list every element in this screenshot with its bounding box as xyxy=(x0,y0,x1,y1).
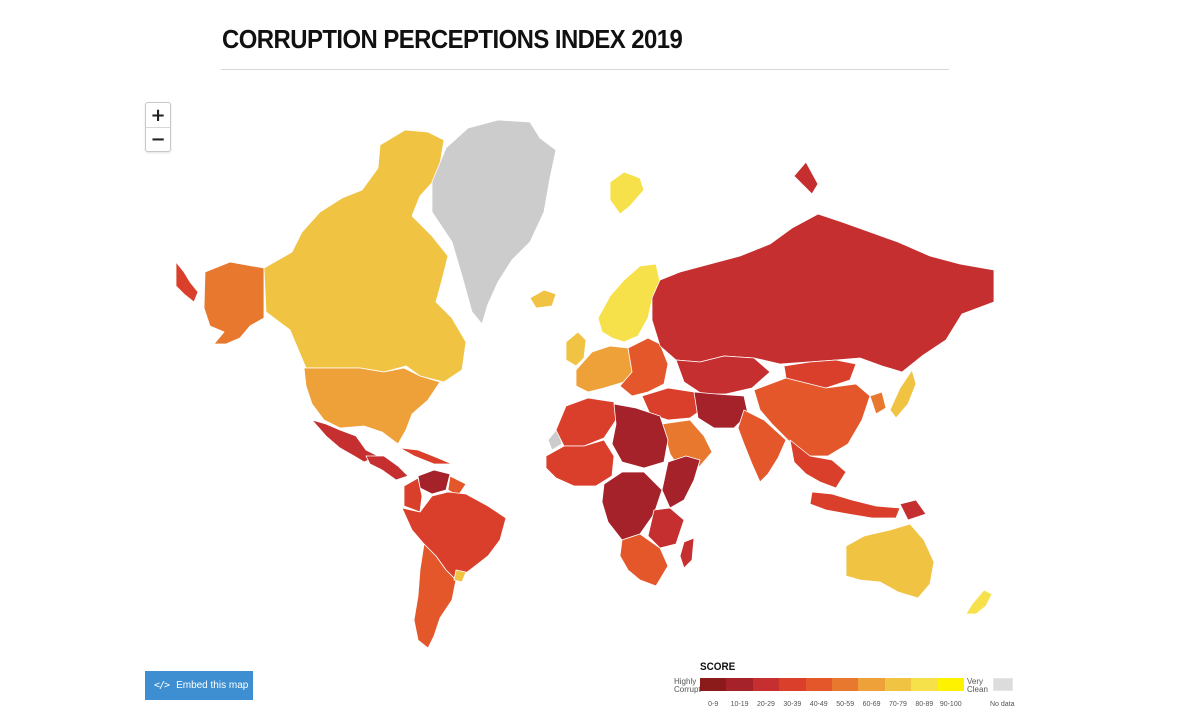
legend-high-label-line1: Very xyxy=(967,677,984,686)
map-region-new-zealand[interactable] xyxy=(965,589,993,615)
embed-map-button[interactable]: </> Embed this map xyxy=(145,671,253,700)
zoom-out-button[interactable]: − xyxy=(146,127,170,151)
map-region-madagascar[interactable] xyxy=(679,537,695,569)
map-region-china[interactable] xyxy=(753,377,871,457)
legend-tick-label: 70-79 xyxy=(888,701,907,708)
map-region-papua[interactable] xyxy=(899,499,927,521)
map-region-uk[interactable] xyxy=(565,331,587,367)
legend-tick-label: 40-49 xyxy=(809,701,828,708)
map-region-east-africa[interactable] xyxy=(647,507,685,549)
legend-low-label: Highly Corrupt xyxy=(674,678,701,694)
legend-swatch xyxy=(884,678,912,691)
map-region-arabia[interactable] xyxy=(661,419,713,473)
legend-swatch xyxy=(831,678,859,691)
legend-swatch xyxy=(937,678,964,691)
legend-tick-label: 10-19 xyxy=(730,701,749,708)
map-region-colombia[interactable] xyxy=(403,477,423,513)
legend-swatch xyxy=(700,678,727,691)
map-region-russia-island[interactable] xyxy=(793,161,819,195)
legend-swatch xyxy=(779,678,806,691)
legend-high-label: Very Clean xyxy=(967,678,988,694)
legend-title: SCORE xyxy=(700,661,736,673)
legend-swatch xyxy=(911,678,938,691)
legend-color-scale xyxy=(700,678,964,691)
map-region-caribbean[interactable] xyxy=(399,447,453,465)
legend-swatch xyxy=(805,678,832,691)
legend-tick-label: 20-29 xyxy=(757,701,775,708)
map-region-west-africa[interactable] xyxy=(545,439,615,487)
legend-tick-label: 60-69 xyxy=(862,701,881,708)
map-region-japan[interactable] xyxy=(889,369,917,419)
legend-tick-label: 90-100 xyxy=(939,701,962,708)
map-region-eastern-europe[interactable] xyxy=(619,337,669,397)
map-region-scandinavia[interactable] xyxy=(597,263,661,343)
zoom-in-button[interactable]: + xyxy=(150,104,166,126)
map-region-svalbard[interactable] xyxy=(609,171,645,215)
legend-swatch xyxy=(858,678,885,691)
legend-swatch xyxy=(752,678,780,691)
map-region-korea[interactable] xyxy=(869,391,887,415)
map-region-argentina-chile[interactable] xyxy=(413,543,457,649)
zoom-control: + − xyxy=(145,102,171,152)
title-divider xyxy=(221,69,949,70)
page-title: CORRUPTION PERCEPTIONS INDEX 2019 xyxy=(222,24,683,54)
map-region-canada[interactable] xyxy=(263,129,467,383)
legend-tick-label: 80-89 xyxy=(915,701,934,708)
map-region-india[interactable] xyxy=(737,409,787,483)
map-region-greenland[interactable] xyxy=(431,119,557,325)
legend-low-label-line1: Highly xyxy=(674,677,697,686)
code-icon: </> xyxy=(154,680,170,691)
map-region-central-america[interactable] xyxy=(365,455,409,481)
map-region-usa[interactable] xyxy=(303,367,441,445)
map-region-libya-sudan[interactable] xyxy=(611,403,669,469)
embed-map-label: Embed this map xyxy=(176,680,249,691)
map-region-north-africa[interactable] xyxy=(555,397,617,447)
legend-tick-label: 0-9 xyxy=(708,701,719,708)
legend-no-data-label: No data xyxy=(990,701,1015,708)
legend-low-label-line2: Corrupt xyxy=(674,685,701,694)
map-region-uruguay[interactable] xyxy=(453,569,467,583)
legend-swatch xyxy=(726,678,753,691)
map-region-aleutians[interactable] xyxy=(175,261,199,303)
map-region-central-asia[interactable] xyxy=(675,355,771,395)
map-region-australia[interactable] xyxy=(845,523,935,599)
map-region-horn-of-africa[interactable] xyxy=(661,455,701,509)
map-region-southern-africa[interactable] xyxy=(619,533,669,587)
legend-high-label-line2: Clean xyxy=(967,685,988,694)
legend-tick-label: 50-59 xyxy=(836,701,855,708)
legend-tick-label: 30-39 xyxy=(783,701,802,708)
legend-no-data-swatch xyxy=(993,678,1013,691)
map-region-indonesia[interactable] xyxy=(809,491,901,519)
map-region-southeast-asia[interactable] xyxy=(789,439,847,489)
map-region-venezuela[interactable] xyxy=(417,469,451,495)
map-region-alaska[interactable] xyxy=(203,261,265,345)
map-region-iceland[interactable] xyxy=(529,289,557,309)
map-region-central-africa[interactable] xyxy=(601,471,663,541)
map-region-russia[interactable] xyxy=(651,213,995,373)
legend-tick-labels: 0-9 10-19 20-29 30-39 40-49 50-59 60-69 70-79 80… xyxy=(700,701,964,708)
